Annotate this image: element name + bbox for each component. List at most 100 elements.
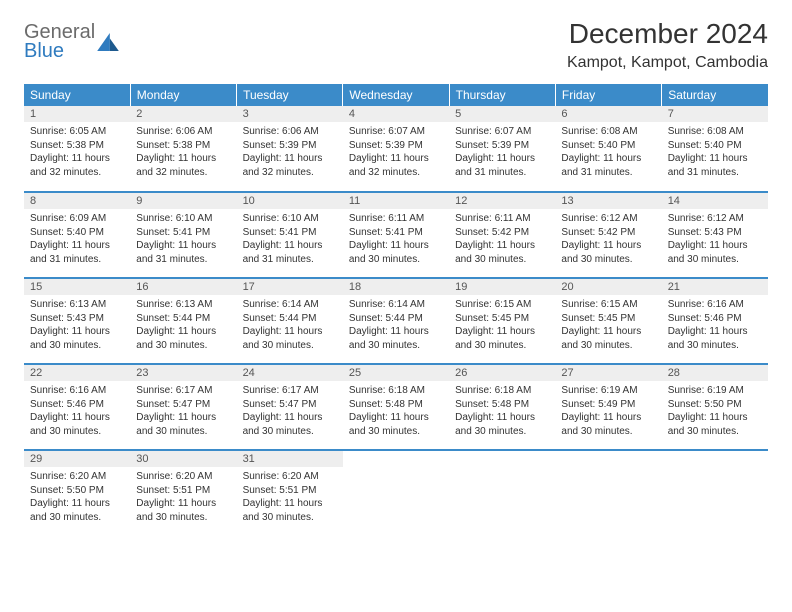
- daylight-line: Daylight: 11 hours and 30 minutes.: [455, 240, 535, 265]
- day-number: 27: [555, 365, 661, 381]
- day-content: Sunrise: 6:15 AMSunset: 5:45 PMDaylight:…: [449, 295, 555, 358]
- daylight-line: Daylight: 11 hours and 32 minutes.: [349, 153, 429, 178]
- daylight-line: Daylight: 11 hours and 30 minutes.: [668, 326, 748, 351]
- calendar-day-cell: 13Sunrise: 6:12 AMSunset: 5:42 PMDayligh…: [555, 192, 661, 278]
- day-number: 4: [343, 106, 449, 122]
- sunrise-line: Sunrise: 6:11 AM: [455, 213, 530, 224]
- daylight-line: Daylight: 11 hours and 32 minutes.: [243, 153, 323, 178]
- daylight-line: Daylight: 11 hours and 30 minutes.: [136, 412, 216, 437]
- day-content: Sunrise: 6:09 AMSunset: 5:40 PMDaylight:…: [24, 209, 130, 272]
- day-content: Sunrise: 6:16 AM Sunset: 5:46 PM Daylight:…: [24, 381, 130, 444]
- day-content: Sunrise: 6:08 AMSunset: 5:40 PMDaylight:…: [662, 122, 768, 185]
- sunset-line: Sunset: 5:47 PM: [136, 399, 210, 410]
- calendar-day-cell: 23 Sunrise: 6:17 AM Sunset: 5:47 PM Dayligh…: [130, 364, 236, 450]
- sunset-line: Sunset: 5:46 PM: [668, 313, 742, 324]
- sunrise-line: Sunrise: 6:16 AM: [668, 299, 744, 310]
- sunset-line: Sunset: 5:39 PM: [349, 140, 423, 151]
- calendar-day-cell: [662, 450, 768, 536]
- sunrise-line: Sunrise: 6:14 AM: [243, 299, 319, 310]
- sunset-line: Sunset: 5:41 PM: [349, 227, 423, 238]
- sunset-line: Sunset: 5:48 PM: [455, 399, 529, 410]
- dow-header-row: Sunday Monday Tuesday Wednesday Thursday…: [24, 84, 768, 106]
- daylight-line: Daylight: 11 hours and 30 minutes.: [668, 240, 748, 265]
- sunset-line: Sunset: 5:38 PM: [30, 140, 104, 151]
- sunrise-line: Sunrise: 6:11 AM: [349, 213, 424, 224]
- sunset-line: Sunset: 5:48 PM: [349, 399, 423, 410]
- calendar-week-row: 15Sunrise: 6:13 AMSunset: 5:43 PMDayligh…: [24, 278, 768, 364]
- daylight-line: Daylight: 11 hours and 30 minutes.: [561, 240, 641, 265]
- day-content: Sunrise: 6:20 AMSunset: 5:50 PMDaylight:…: [24, 467, 130, 530]
- day-number: 12: [449, 193, 555, 209]
- sunrise-line: Sunrise: 6:19 AM: [561, 385, 637, 396]
- sunrise-line: Sunrise: 6:07 AM: [455, 126, 531, 137]
- sunset-line: Sunset: 5:41 PM: [136, 227, 210, 238]
- sunrise-line: Sunrise: 6:20 AM: [30, 471, 106, 482]
- day-number: 13: [555, 193, 661, 209]
- sunset-line: Sunset: 5:39 PM: [455, 140, 529, 151]
- calendar-day-cell: 21Sunrise: 6:16 AMSunset: 5:46 PMDayligh…: [662, 278, 768, 364]
- calendar-day-cell: 16Sunrise: 6:13 AMSunset: 5:44 PMDayligh…: [130, 278, 236, 364]
- sunrise-line: Sunrise: 6:12 AM: [561, 213, 637, 224]
- daylight-line: Daylight: 11 hours and 30 minutes.: [30, 412, 110, 437]
- daylight-line: Daylight: 11 hours and 30 minutes.: [30, 498, 110, 523]
- sunrise-line: Sunrise: 6:16 AM: [30, 385, 106, 396]
- sunset-line: Sunset: 5:41 PM: [243, 227, 317, 238]
- dow-friday: Friday: [555, 84, 661, 106]
- sunrise-line: Sunrise: 6:07 AM: [349, 126, 425, 137]
- day-content: Sunrise: 6:15 AMSunset: 5:45 PMDaylight:…: [555, 295, 661, 358]
- sunrise-line: Sunrise: 6:12 AM: [668, 213, 744, 224]
- sunrise-line: Sunrise: 6:06 AM: [136, 126, 212, 137]
- calendar-week-row: 29Sunrise: 6:20 AMSunset: 5:50 PMDayligh…: [24, 450, 768, 536]
- sunrise-line: Sunrise: 6:20 AM: [243, 471, 319, 482]
- sunrise-line: Sunrise: 6:15 AM: [561, 299, 637, 310]
- sunset-line: Sunset: 5:43 PM: [668, 227, 742, 238]
- day-content: Sunrise: 6:10 AMSunset: 5:41 PMDaylight:…: [130, 209, 236, 272]
- sunrise-line: Sunrise: 6:10 AM: [136, 213, 212, 224]
- sunrise-line: Sunrise: 6:08 AM: [561, 126, 637, 137]
- day-number: 30: [130, 451, 236, 467]
- day-number: 18: [343, 279, 449, 295]
- day-content: Sunrise: 6:13 AMSunset: 5:43 PMDaylight:…: [24, 295, 130, 358]
- sunset-line: Sunset: 5:40 PM: [668, 140, 742, 151]
- day-content: Sunrise: 6:08 AMSunset: 5:40 PMDaylight:…: [555, 122, 661, 185]
- calendar-week-row: 1Sunrise: 6:05 AMSunset: 5:38 PMDaylight…: [24, 106, 768, 192]
- day-content: Sunrise: 6:06 AMSunset: 5:39 PMDaylight:…: [237, 122, 343, 185]
- day-content: Sunrise: 6:14 AMSunset: 5:44 PMDaylight:…: [237, 295, 343, 358]
- sunset-line: Sunset: 5:45 PM: [455, 313, 529, 324]
- dow-saturday: Saturday: [662, 84, 768, 106]
- calendar-day-cell: 20Sunrise: 6:15 AMSunset: 5:45 PMDayligh…: [555, 278, 661, 364]
- calendar-day-cell: 19Sunrise: 6:15 AMSunset: 5:45 PMDayligh…: [449, 278, 555, 364]
- day-number: 9: [130, 193, 236, 209]
- day-content: Sunrise: 6:14 AMSunset: 5:44 PMDaylight:…: [343, 295, 449, 358]
- daylight-line: Daylight: 11 hours and 32 minutes.: [136, 153, 216, 178]
- day-content: Sunrise: 6:07 AM Sunset: 5:39 PM Daylight:…: [343, 122, 449, 185]
- day-content: Sunrise: 6:12 AM Sunset: 5:43 PM Daylight:…: [662, 209, 768, 272]
- sunset-line: Sunset: 5:46 PM: [30, 399, 104, 410]
- day-number: 11: [343, 193, 449, 209]
- sunset-line: Sunset: 5:51 PM: [136, 485, 210, 496]
- daylight-line: Daylight: 11 hours and 30 minutes.: [30, 326, 110, 351]
- daylight-line: Daylight: 11 hours and 31 minutes.: [30, 240, 110, 265]
- title-block: December 2024 Kampot, Kampot, Cambodia: [567, 18, 768, 72]
- calendar-day-cell: 31Sunrise: 6:20 AMSunset: 5:51 PMDayligh…: [237, 450, 343, 536]
- sunrise-line: Sunrise: 6:15 AM: [455, 299, 531, 310]
- logo-text-blue: Blue: [24, 41, 95, 61]
- day-number: 1: [24, 106, 130, 122]
- calendar-day-cell: 14Sunrise: 6:12 AMSunset: 5:43 PMDayligh…: [662, 192, 768, 278]
- day-number: 23: [130, 365, 236, 381]
- daylight-line: Daylight: 11 hours and 30 minutes.: [455, 412, 535, 437]
- calendar-day-cell: 30Sunrise: 6:20 AMSunset: 5:51 PMDayligh…: [130, 450, 236, 536]
- sunrise-line: Sunrise: 6:17 AM: [136, 385, 212, 396]
- day-number: 6: [555, 106, 661, 122]
- day-content: Sunrise: 6:12 AMSunset: 5:42 PMDaylight:…: [555, 209, 661, 272]
- month-title: December 2024: [567, 18, 768, 50]
- calendar-day-cell: 10Sunrise: 6:10 AMSunset: 5:41 PMDayligh…: [237, 192, 343, 278]
- sunset-line: Sunset: 5:44 PM: [349, 313, 423, 324]
- day-content: Sunrise: 6:18 AMSunset: 5:48 PMDaylight:…: [343, 381, 449, 444]
- calendar-day-cell: 15Sunrise: 6:13 AMSunset: 5:43 PMDayligh…: [24, 278, 130, 364]
- calendar-day-cell: 25Sunrise: 6:18 AMSunset: 5:48 PMDayligh…: [343, 364, 449, 450]
- sunset-line: Sunset: 5:40 PM: [561, 140, 635, 151]
- sunset-line: Sunset: 5:42 PM: [455, 227, 529, 238]
- day-content: Sunrise: 6:19 AMSunset: 5:49 PMDaylight:…: [555, 381, 661, 444]
- calendar-day-cell: 26Sunrise: 6:18 AMSunset: 5:48 PMDayligh…: [449, 364, 555, 450]
